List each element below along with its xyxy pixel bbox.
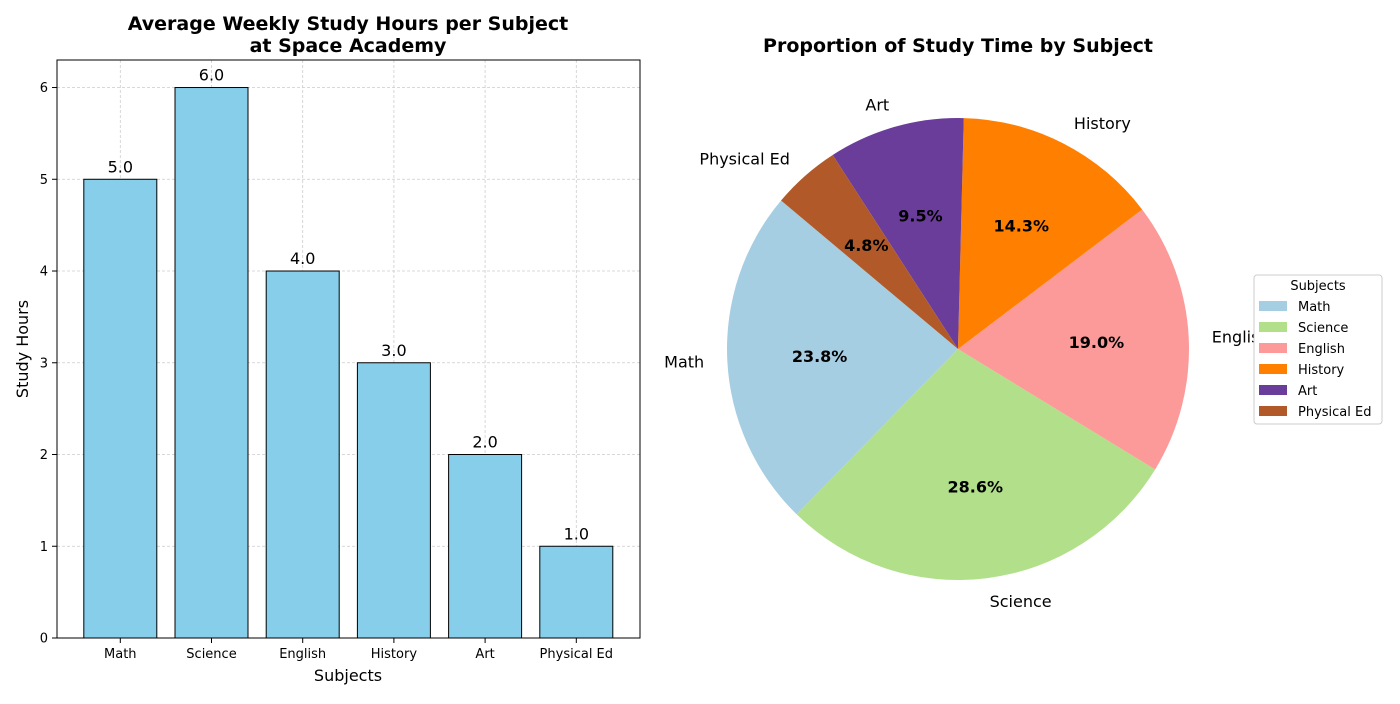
pie-slice-english — [958, 209, 1189, 470]
legend-title: Subjects — [1290, 279, 1346, 294]
bar-data-label: 6.0 — [199, 66, 224, 85]
bar-science — [174, 87, 249, 639]
bar-plot-frame — [56, 59, 641, 639]
bar-y-tick-label: 0 — [40, 632, 48, 647]
pie-chart: Proportion of Study Time by Subject Math… — [664, 35, 1269, 611]
pie-slice-history — [958, 118, 1143, 349]
bar-series — [83, 87, 614, 639]
bar-y-tick-label: 5 — [40, 173, 48, 188]
bar-art — [448, 454, 523, 639]
pie-percent-labels: 23.8% 28.6% 19.0% 14.3% 9.5% 4.8% — [792, 207, 1124, 497]
pie-slice-physical-ed — [781, 154, 958, 349]
bar-x-tick-label: History — [371, 647, 418, 662]
pie-chart-title: Proportion of Study Time by Subject — [763, 35, 1153, 57]
bar-english — [265, 270, 340, 639]
legend-swatch-history — [1259, 364, 1287, 374]
bar-chart: Average Weekly Study Hours per Subject a… — [13, 13, 641, 685]
bar-data-labels: 5.0 6.0 4.0 3.0 2.0 1.0 — [108, 66, 589, 544]
bar-data-label: 2.0 — [472, 433, 497, 452]
pie-slices — [727, 118, 1189, 581]
bar-chart-title: Average Weekly Study Hours per Subject — [128, 13, 569, 35]
legend-label-physical-ed: Physical Ed — [1298, 405, 1371, 420]
legend-label-art: Art — [1298, 384, 1317, 399]
bar-y-tick-label: 6 — [40, 81, 48, 96]
pie-percent-science: 28.6% — [947, 478, 1003, 497]
bar-physical-ed — [539, 545, 614, 639]
pie-label-history: History — [1074, 114, 1131, 133]
bar-x-tick-label: Science — [186, 647, 236, 662]
bar-history — [356, 362, 431, 639]
pie-label-math: Math — [664, 353, 704, 372]
bar-x-tick-label: English — [279, 647, 326, 662]
bar-data-label: 4.0 — [290, 249, 315, 268]
pie-label-science: Science — [990, 592, 1052, 611]
pie-slice-science — [796, 349, 1156, 581]
bar-data-label: 5.0 — [108, 157, 133, 176]
pie-percent-math: 23.8% — [792, 347, 848, 366]
legend-swatch-math — [1259, 301, 1287, 311]
legend-label-science: Science — [1298, 321, 1348, 336]
bar-y-tick-label: 2 — [40, 448, 48, 463]
pie-slice-art — [832, 118, 964, 349]
bar-y-tick-label: 1 — [40, 540, 48, 555]
pie-label-physical-ed: Physical Ed — [699, 149, 789, 168]
bar-data-label: 3.0 — [381, 341, 406, 360]
legend-swatch-physical-ed — [1259, 406, 1287, 416]
bar-x-tick-label: Art — [475, 647, 494, 662]
bar-data-label: 1.0 — [564, 524, 589, 543]
pie-label-art: Art — [865, 95, 889, 114]
pie-percent-physical-ed: 4.8% — [844, 236, 888, 255]
bar-x-ticks: Math Science English History Art Physical Ed — [104, 638, 613, 662]
legend-items: Math Science English History Art Physical Ed — [1259, 300, 1371, 420]
bar-x-axis-label: Subjects — [314, 666, 382, 685]
pie-percent-history: 14.3% — [993, 217, 1049, 236]
bar-x-tick-label: Physical Ed — [540, 647, 613, 662]
pie-legend: Subjects Math Science English History Art Phy… — [1253, 274, 1383, 425]
bar-y-axis-label: Study Hours — [13, 300, 32, 398]
legend-swatch-english — [1259, 343, 1287, 353]
pie-percent-english: 19.0% — [1069, 333, 1125, 352]
bar-y-tick-label: 3 — [40, 356, 48, 371]
legend-swatch-art — [1259, 385, 1287, 395]
bar-chart-subtitle: at Space Academy — [250, 35, 447, 57]
pie-percent-art: 9.5% — [898, 207, 942, 226]
legend-label-history: History — [1298, 363, 1345, 378]
bar-x-tick-label: Math — [104, 647, 137, 662]
pie-slice-math — [727, 200, 958, 515]
bar-math — [83, 178, 158, 639]
legend-label-math: Math — [1298, 300, 1331, 315]
legend-swatch-science — [1259, 322, 1287, 332]
bar-y-tick-label: 4 — [40, 265, 48, 280]
legend-label-english: English — [1298, 342, 1345, 357]
bar-y-ticks: 0 1 2 3 4 5 6 — [40, 81, 57, 647]
